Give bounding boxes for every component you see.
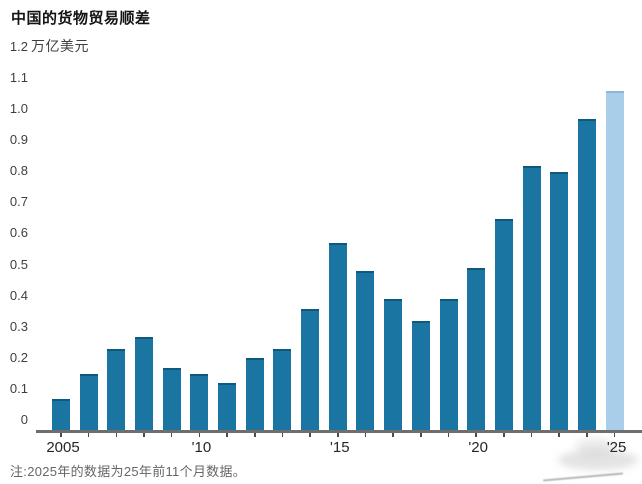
footnote: 注:2025年的数据为25年前11个月数据。 <box>10 464 247 479</box>
x-axis-tick <box>447 432 450 437</box>
bar-2025 <box>605 91 624 430</box>
y-axis-tick-label: 0.2 <box>9 349 28 365</box>
x-axis-label: '25 <box>606 439 627 456</box>
x-axis-tick <box>586 432 588 437</box>
bar-2006 <box>79 374 98 430</box>
bar-2020 <box>467 268 486 430</box>
bar-2008 <box>135 336 154 430</box>
bar-2010 <box>190 374 209 430</box>
x-axis-tick <box>364 432 367 437</box>
x-axis-tick <box>115 432 118 437</box>
y-axis-tick-label: 0.5 <box>9 256 28 272</box>
x-axis-tick <box>475 432 477 437</box>
bar-2022 <box>522 165 541 430</box>
bar-2005 <box>52 398 70 430</box>
y-axis-tick-label: 0.9 <box>9 132 28 148</box>
bar-2013 <box>273 349 292 430</box>
y-axis-tick-label: 0.4 <box>9 287 28 303</box>
x-axis-tick <box>503 432 505 437</box>
x-axis-tick <box>613 432 616 437</box>
x-axis-label: '10 <box>191 439 212 456</box>
y-axis-tick-label: 1.1 <box>9 69 28 85</box>
bar-2023 <box>550 171 569 430</box>
x-axis-line <box>36 430 642 433</box>
bar-2019 <box>439 299 458 430</box>
y-axis-tick-label: 1.0 <box>9 101 28 116</box>
y-axis-tick-label: 1.2 <box>9 38 28 54</box>
bar-2009 <box>162 367 181 430</box>
bar-2007 <box>107 349 126 430</box>
x-axis-label: '20 <box>468 439 488 456</box>
x-axis-tick <box>60 432 62 437</box>
x-axis-tick <box>530 432 533 437</box>
watermark-smudge <box>575 438 615 454</box>
x-axis-tick <box>170 432 173 437</box>
x-axis-tick <box>87 432 90 437</box>
y-axis-tick-label: 0.7 <box>9 194 28 210</box>
bar-2021 <box>494 218 513 430</box>
x-axis-label: '15 <box>330 439 350 456</box>
y-axis-unit-label: 万亿美元 <box>31 38 89 55</box>
chart-title: 中国的货物贸易顺差 <box>11 10 151 27</box>
x-axis-label: 2005 <box>46 439 80 456</box>
x-axis-tick <box>226 432 228 437</box>
y-axis-tick-label: 0.8 <box>9 163 28 179</box>
x-axis-tick <box>337 432 339 437</box>
y-axis-tick-label: 0.6 <box>9 225 28 241</box>
bar-2024 <box>577 119 596 430</box>
bar-2014 <box>301 308 320 430</box>
bar-2017 <box>384 299 403 430</box>
x-axis-tick <box>254 432 256 437</box>
x-axis-tick <box>309 432 311 437</box>
x-axis-tick <box>558 432 560 437</box>
y-axis-tick-label: 0.1 <box>9 380 28 396</box>
x-axis-tick <box>143 432 145 437</box>
x-axis-tick <box>392 432 394 437</box>
y-axis-tick-label: 0 <box>20 412 28 427</box>
bar-2011 <box>218 383 237 430</box>
bar-2015 <box>328 243 347 430</box>
x-axis-tick <box>281 432 284 437</box>
bar-2016 <box>356 271 375 430</box>
bar-2012 <box>245 358 264 430</box>
watermark-smudge <box>558 450 638 470</box>
bar-2018 <box>411 321 430 430</box>
x-axis-tick <box>198 432 201 437</box>
y-axis-tick-label: 0.3 <box>9 318 28 334</box>
x-axis-tick <box>420 432 422 437</box>
